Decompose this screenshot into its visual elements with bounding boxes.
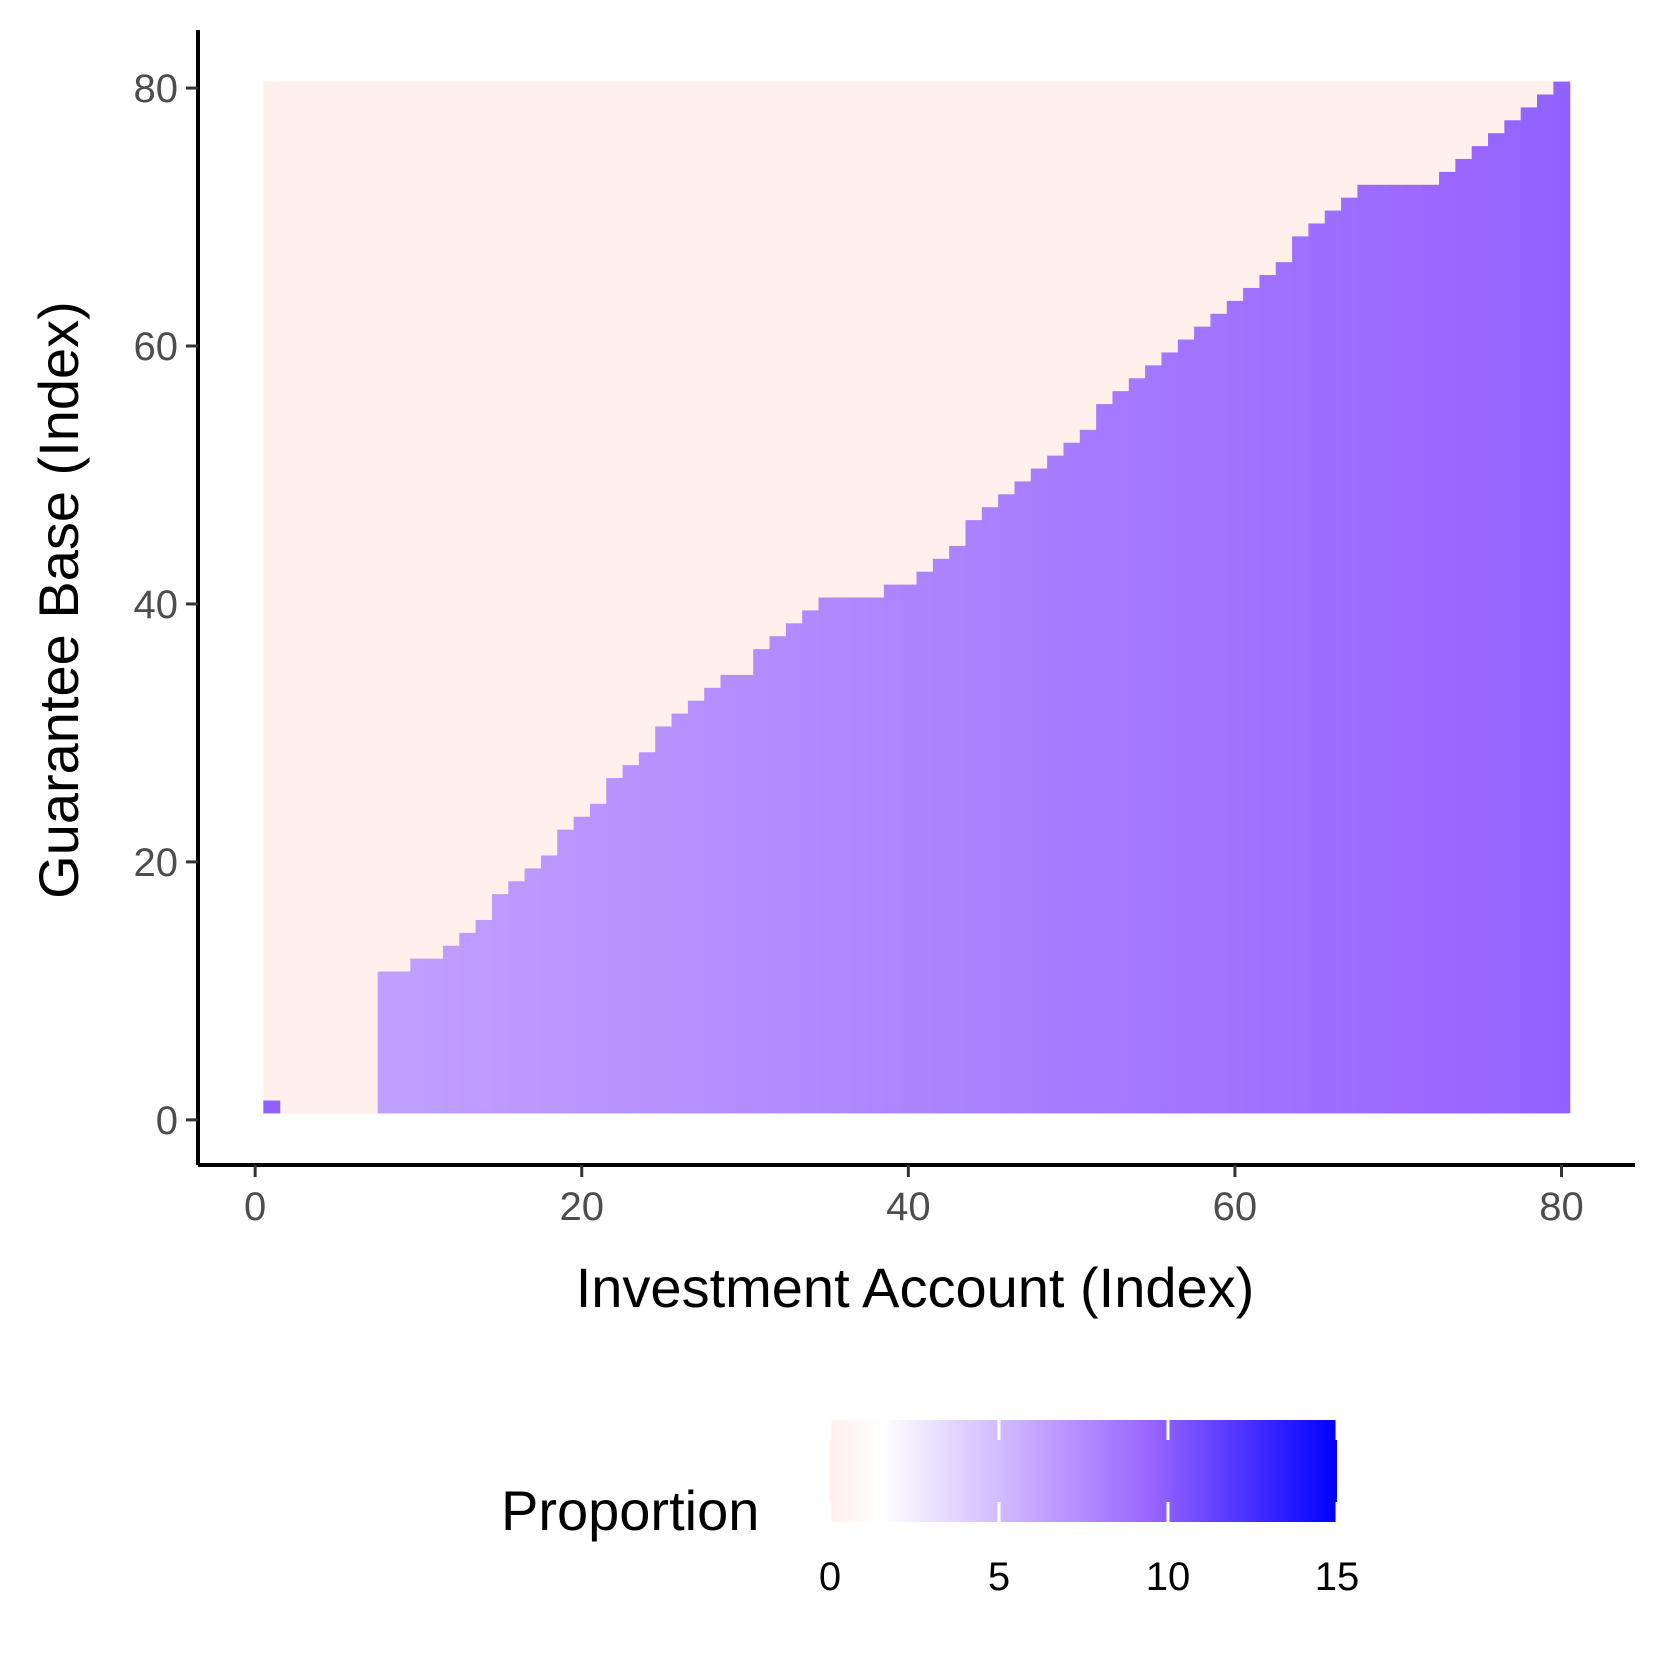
heatmap-column bbox=[785, 623, 803, 1114]
heatmap-column bbox=[1128, 378, 1146, 1114]
heatmap-column bbox=[1112, 391, 1130, 1114]
heatmap-column bbox=[720, 674, 738, 1114]
heatmap-column bbox=[540, 855, 558, 1114]
heatmap-column bbox=[687, 700, 705, 1114]
heatmap-column bbox=[1243, 287, 1261, 1114]
heatmap-column bbox=[557, 829, 575, 1114]
heatmap-column bbox=[932, 558, 950, 1114]
heatmap-column bbox=[508, 881, 526, 1114]
legend-colorbar bbox=[830, 1420, 1337, 1522]
heatmap-column bbox=[475, 919, 493, 1114]
legend-tick-label: 0 bbox=[819, 1555, 841, 1599]
heatmap-column bbox=[818, 597, 836, 1114]
heatmap-column bbox=[1063, 442, 1081, 1114]
heatmap-column bbox=[655, 726, 673, 1114]
heatmap-column bbox=[1324, 210, 1342, 1114]
heatmap-column bbox=[1439, 171, 1456, 1114]
heatmap-column bbox=[1357, 184, 1375, 1114]
axes: 0 20 40 60 80 0 20 40 60 80 bbox=[134, 30, 1635, 1229]
heatmap-column bbox=[1520, 107, 1538, 1114]
heatmap-column bbox=[949, 545, 967, 1114]
heatmap-column bbox=[1079, 429, 1097, 1114]
heatmap-column bbox=[426, 958, 444, 1114]
heatmap-column bbox=[573, 816, 591, 1114]
heatmap-column bbox=[491, 894, 509, 1114]
heatmap-column bbox=[1341, 197, 1358, 1114]
heatmap-column bbox=[916, 571, 934, 1114]
x-tick-label: 60 bbox=[1213, 1185, 1258, 1229]
x-tick-label: 0 bbox=[244, 1185, 266, 1229]
heatmap-column bbox=[393, 971, 411, 1114]
legend-title: Proportion bbox=[501, 1479, 759, 1542]
heatmap-column bbox=[736, 674, 754, 1114]
heatmap-column bbox=[834, 597, 852, 1114]
heatmap-column bbox=[1210, 313, 1228, 1114]
heatmap-column bbox=[1259, 275, 1277, 1114]
heatmap-column bbox=[998, 494, 1016, 1114]
heatmap-column bbox=[589, 803, 607, 1114]
heatmap-column bbox=[704, 687, 722, 1114]
heatmap-column bbox=[524, 868, 542, 1114]
heatmap-column bbox=[1390, 184, 1407, 1114]
y-tick-label: 60 bbox=[134, 325, 179, 369]
legend-tick-label: 10 bbox=[1146, 1555, 1191, 1599]
heatmap-column bbox=[459, 932, 477, 1114]
heatmap-column bbox=[1014, 481, 1032, 1114]
heatmap-column bbox=[900, 584, 918, 1114]
heatmap-column bbox=[802, 610, 820, 1114]
y-tick-label: 80 bbox=[134, 67, 179, 111]
heatmap-column bbox=[1292, 236, 1310, 1114]
heatmap-column bbox=[638, 752, 656, 1114]
heatmap-column bbox=[1275, 262, 1293, 1114]
heatmap-column bbox=[1030, 468, 1048, 1114]
heatmap-column bbox=[1504, 120, 1522, 1114]
heatmap-column bbox=[1145, 365, 1163, 1114]
heatmap-column bbox=[753, 649, 771, 1114]
heatmap-column bbox=[965, 520, 983, 1114]
heatmap-column bbox=[442, 945, 460, 1114]
heatmap-column bbox=[1226, 300, 1244, 1114]
heatmap-column bbox=[1096, 404, 1114, 1114]
heatmap-column bbox=[1308, 223, 1326, 1114]
plot-panel bbox=[263, 81, 1571, 1114]
heatmap-column bbox=[769, 636, 787, 1114]
y-tick-label: 0 bbox=[156, 1099, 178, 1143]
heatmap-column bbox=[377, 971, 395, 1114]
heatmap-column bbox=[867, 597, 885, 1114]
y-axis-title: Guarantee Base (Index) bbox=[27, 301, 90, 899]
color-legend: Proportion 0 5 10 15 bbox=[501, 1420, 1359, 1599]
heatmap-column bbox=[883, 584, 901, 1114]
heatmap-column bbox=[1455, 158, 1473, 1114]
heatmap-column bbox=[1406, 184, 1424, 1114]
heatmap-column bbox=[1471, 146, 1489, 1114]
heatmap-column bbox=[981, 507, 999, 1114]
heatmap-column bbox=[263, 1100, 281, 1114]
heatmap-column bbox=[410, 958, 428, 1114]
heatmap-column bbox=[1537, 94, 1554, 1114]
heatmap-column bbox=[1047, 455, 1065, 1114]
legend-tick-label: 5 bbox=[988, 1555, 1010, 1599]
heatmap-column bbox=[622, 765, 640, 1114]
heatmap-column bbox=[1422, 184, 1440, 1114]
y-tick-label: 20 bbox=[134, 841, 179, 885]
heatmap-column bbox=[1177, 339, 1195, 1114]
heatmap-column bbox=[1553, 81, 1571, 1114]
x-axis-title: Investment Account (Index) bbox=[576, 1256, 1255, 1319]
x-tick-label: 20 bbox=[559, 1185, 604, 1229]
heatmap-column bbox=[1194, 326, 1212, 1114]
heatmap-column bbox=[671, 713, 689, 1114]
y-tick-label: 40 bbox=[134, 583, 179, 627]
legend-ticks: 0 5 10 15 bbox=[819, 1420, 1359, 1599]
heatmap-column bbox=[606, 778, 624, 1114]
x-tick-label: 40 bbox=[886, 1185, 931, 1229]
x-tick-label: 80 bbox=[1539, 1185, 1584, 1229]
heatmap-column bbox=[1488, 133, 1505, 1114]
heatmap-column bbox=[851, 597, 869, 1114]
heatmap-column bbox=[1373, 184, 1391, 1114]
heatmap-column bbox=[1161, 352, 1179, 1114]
legend-tick-label: 15 bbox=[1315, 1555, 1360, 1599]
